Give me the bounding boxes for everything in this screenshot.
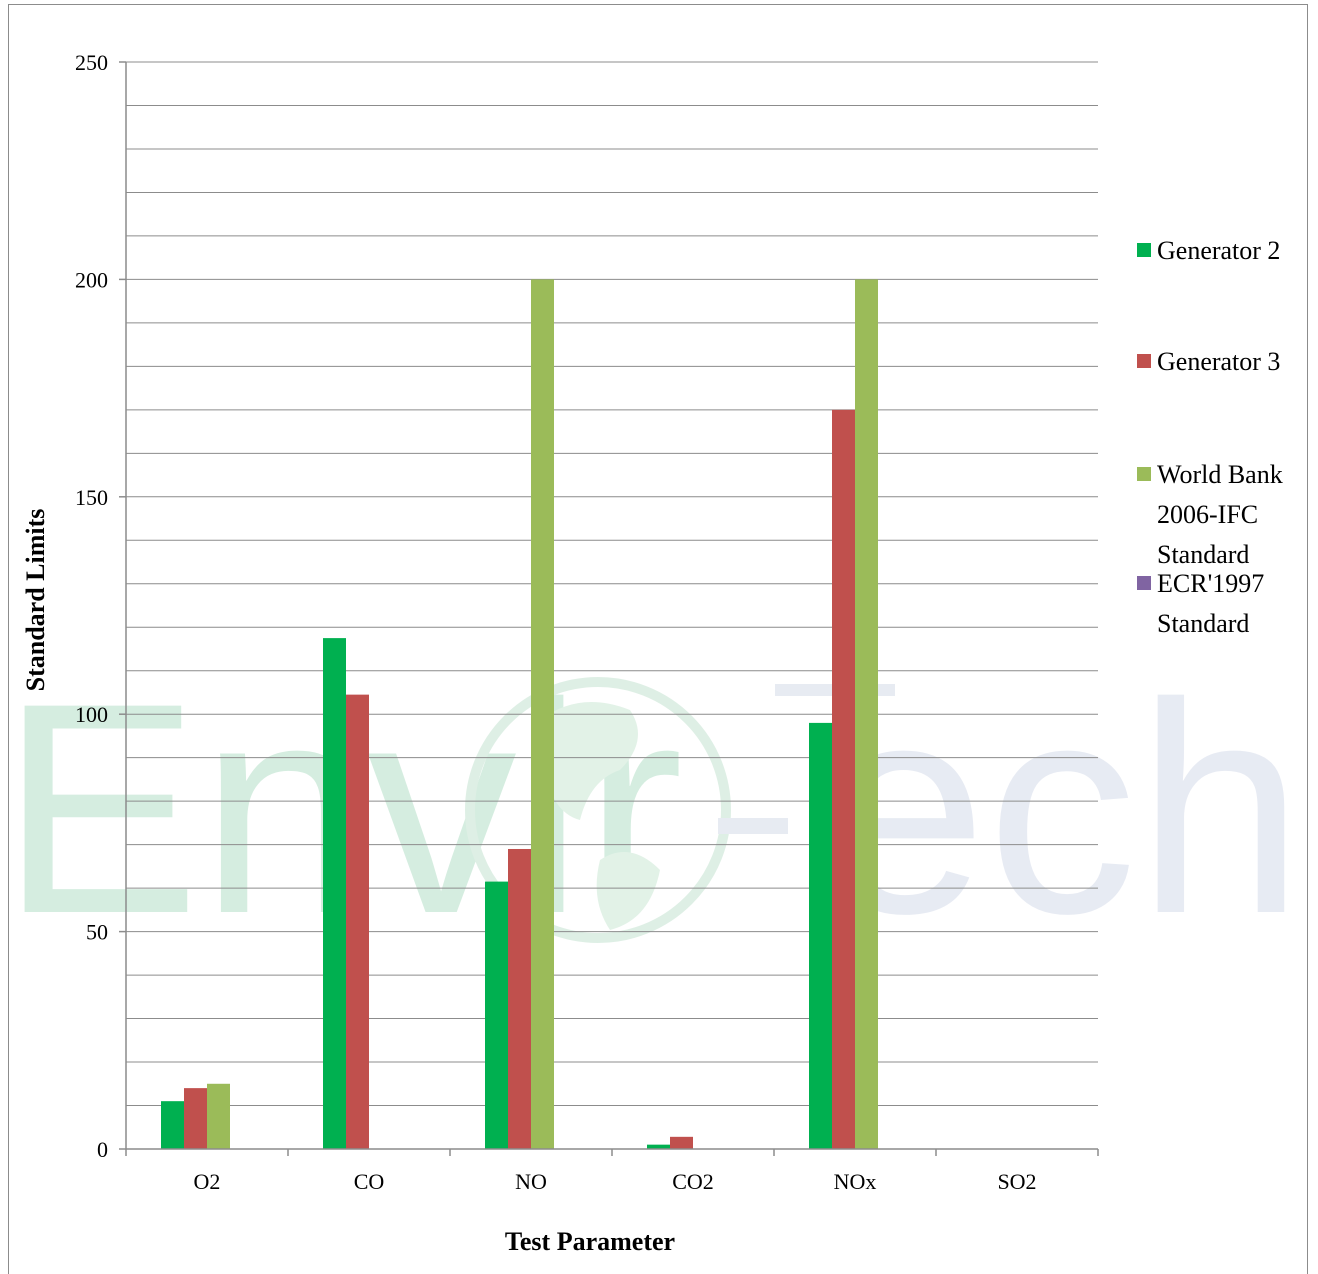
bar — [346, 694, 369, 1149]
bar — [809, 722, 832, 1149]
bar — [323, 638, 346, 1149]
x-tick-label: NO — [515, 1169, 547, 1194]
watermark-globe-land2-icon — [596, 852, 660, 930]
legend-label: ECR'1997 — [1157, 569, 1264, 598]
bar — [184, 1088, 207, 1149]
bars — [161, 279, 878, 1150]
x-tick-label: CO2 — [672, 1169, 714, 1194]
y-tick-label: 200 — [75, 267, 108, 292]
y-tick-labels: 0 50 100 150 200 250 — [75, 50, 108, 1162]
bar — [647, 1144, 670, 1149]
bar — [207, 1083, 230, 1149]
axes — [119, 61, 1099, 1156]
legend-label: Standard — [1157, 540, 1249, 569]
watermark-logo: Envir ech — [0, 640, 1304, 976]
watermark-text-right: ech — [820, 640, 1304, 976]
watermark-globe-icon — [465, 677, 731, 943]
y-axis-title: Standard Limits — [21, 509, 50, 692]
legend-swatch — [1137, 354, 1151, 368]
x-axis-title: Test Parameter — [505, 1227, 675, 1256]
bar — [508, 848, 531, 1149]
bar — [855, 279, 878, 1149]
gridlines — [126, 61, 1098, 1107]
bar — [670, 1136, 693, 1149]
x-tick-label: O2 — [194, 1169, 221, 1194]
bar — [531, 279, 554, 1149]
legend-label: Generator 3 — [1157, 347, 1280, 376]
legend-label: Generator 2 — [1157, 236, 1280, 265]
watermark-dash — [718, 818, 788, 834]
x-tick-label: CO — [354, 1169, 385, 1194]
legend-swatch — [1137, 467, 1151, 481]
legend: Generator 2 Generator 3 World Bank 2006-IFC… — [1137, 236, 1283, 638]
y-tick-label: 150 — [75, 485, 108, 510]
y-tick-label: 50 — [86, 920, 108, 945]
bar — [485, 881, 508, 1149]
bar — [832, 409, 855, 1150]
y-tick-label: 0 — [97, 1137, 108, 1162]
watermark-globe-land-icon — [540, 702, 638, 820]
x-tick-labels: O2 CO NO CO2 NOx SO2 — [194, 1169, 1037, 1194]
legend-label: Standard — [1157, 609, 1249, 638]
legend-swatch — [1137, 243, 1151, 257]
legend-label: 2006-IFC — [1157, 500, 1258, 529]
y-tick-label: 250 — [75, 50, 108, 75]
legend-swatch — [1137, 576, 1151, 590]
x-tick-label: NOx — [834, 1169, 877, 1194]
chart-frame — [8, 4, 1308, 1274]
legend-label: World Bank — [1157, 460, 1283, 489]
bar — [161, 1101, 184, 1149]
x-tick-label: SO2 — [997, 1169, 1036, 1194]
y-tick-label: 100 — [75, 702, 108, 727]
